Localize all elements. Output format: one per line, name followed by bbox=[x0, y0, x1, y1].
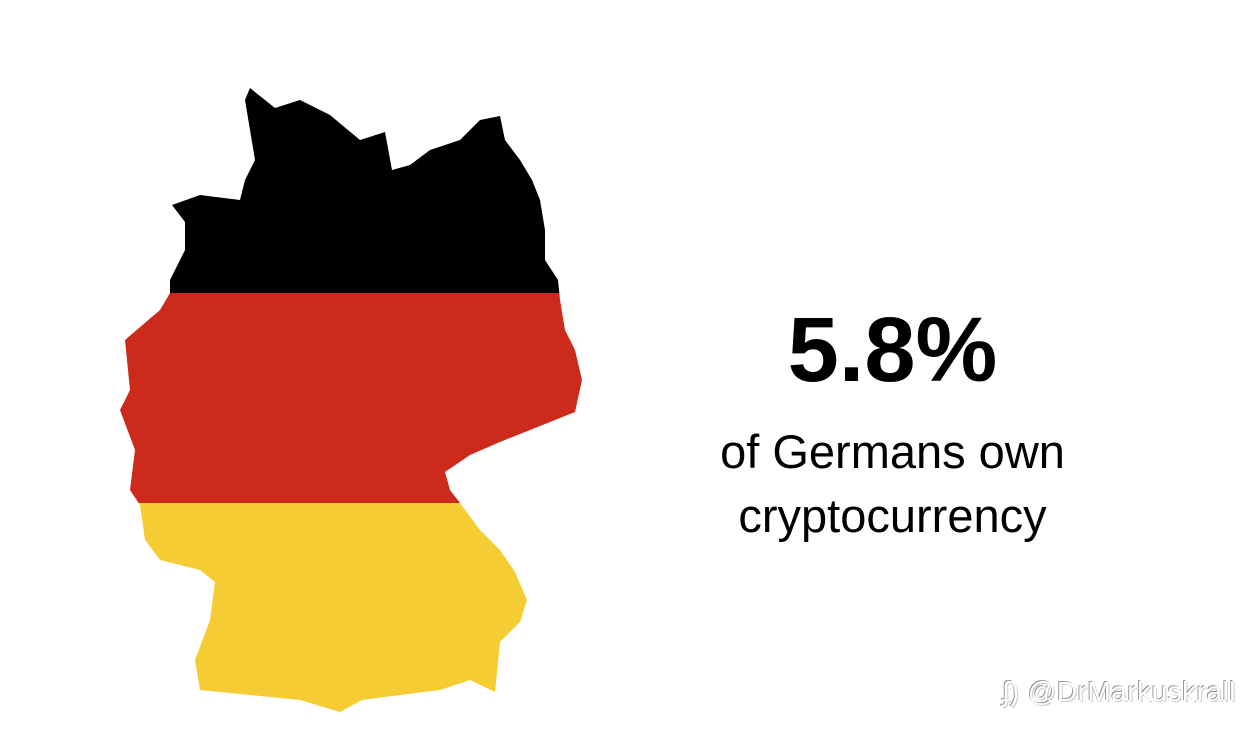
caption-line-2: cryptocurrency bbox=[738, 489, 1047, 542]
flag-stripe-gold bbox=[120, 503, 582, 712]
flag-stripe-black bbox=[120, 88, 582, 294]
statistic-value: 5.8% bbox=[787, 299, 998, 401]
weibo-icon: ʄ) bbox=[1002, 676, 1020, 707]
watermark: ʄ) @DrMarkuskrall bbox=[1002, 676, 1236, 708]
watermark-text: @DrMarkuskrall bbox=[1027, 676, 1236, 707]
caption-line-1: of Germans own bbox=[720, 425, 1065, 478]
flag-stripe-red bbox=[120, 293, 582, 504]
statistic-caption: of Germans own cryptocurrency bbox=[640, 420, 1145, 548]
